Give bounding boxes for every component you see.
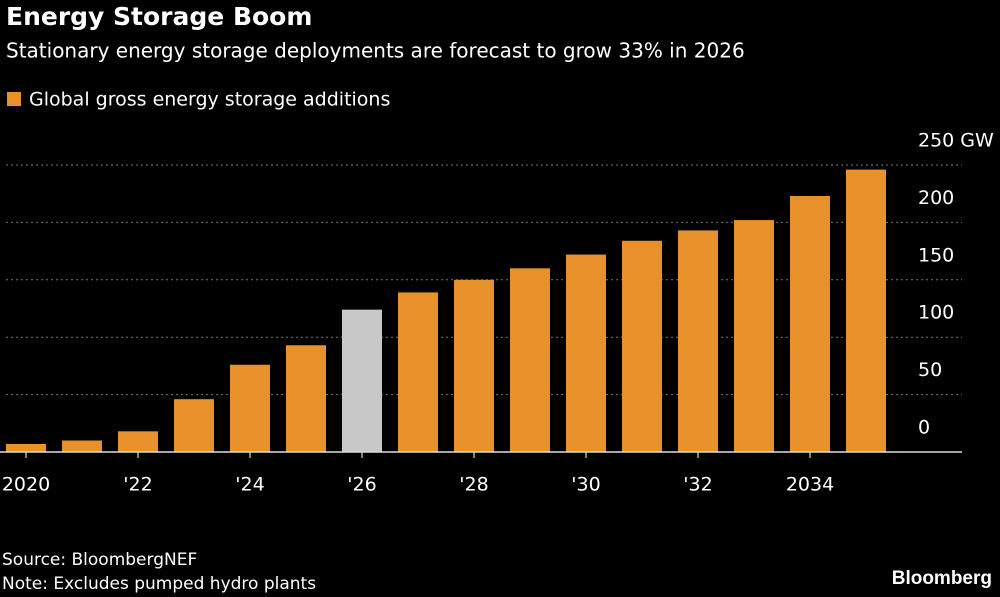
bar bbox=[230, 364, 270, 452]
y-tick-label: 50 bbox=[918, 359, 942, 381]
bar bbox=[622, 240, 662, 452]
bar bbox=[62, 440, 102, 452]
bar bbox=[174, 399, 214, 452]
y-tick-label: 100 bbox=[918, 302, 954, 324]
x-tick-label: '30 bbox=[571, 474, 600, 496]
bar bbox=[6, 443, 46, 452]
bar bbox=[510, 268, 550, 452]
brand: Bloomberg bbox=[892, 568, 992, 589]
legend-label: Global gross energy storage additions bbox=[29, 89, 390, 111]
bar bbox=[118, 431, 158, 452]
source: Source: BloombergNEF bbox=[2, 550, 197, 570]
x-tick-label: '32 bbox=[683, 474, 712, 496]
bar bbox=[342, 309, 382, 452]
bar bbox=[454, 279, 494, 452]
note: Note: Excludes pumped hydro plants bbox=[2, 574, 316, 594]
legend-swatch bbox=[7, 92, 21, 106]
bar bbox=[846, 169, 886, 453]
bar bbox=[566, 254, 606, 452]
x-tick-label: 2020 bbox=[2, 474, 50, 496]
chart-title: Energy Storage Boom bbox=[6, 2, 312, 31]
x-tick-label: '26 bbox=[347, 474, 376, 496]
y-tick-label: 150 bbox=[918, 244, 954, 266]
bar bbox=[734, 220, 774, 452]
bar bbox=[790, 195, 830, 452]
chart-subtitle: Stationary energy storage deployments ar… bbox=[6, 39, 745, 63]
y-tick-label: 0 bbox=[918, 417, 930, 439]
y-tick-label: 250 GW bbox=[918, 130, 994, 152]
x-tick-label: '28 bbox=[459, 474, 488, 496]
y-tick-label: 200 bbox=[918, 187, 954, 209]
bar bbox=[286, 345, 326, 452]
bar bbox=[398, 292, 438, 452]
x-tick-label: 2034 bbox=[786, 474, 834, 496]
x-tick-label: '22 bbox=[123, 474, 152, 496]
x-tick-label: '24 bbox=[235, 474, 264, 496]
bar bbox=[678, 230, 718, 452]
